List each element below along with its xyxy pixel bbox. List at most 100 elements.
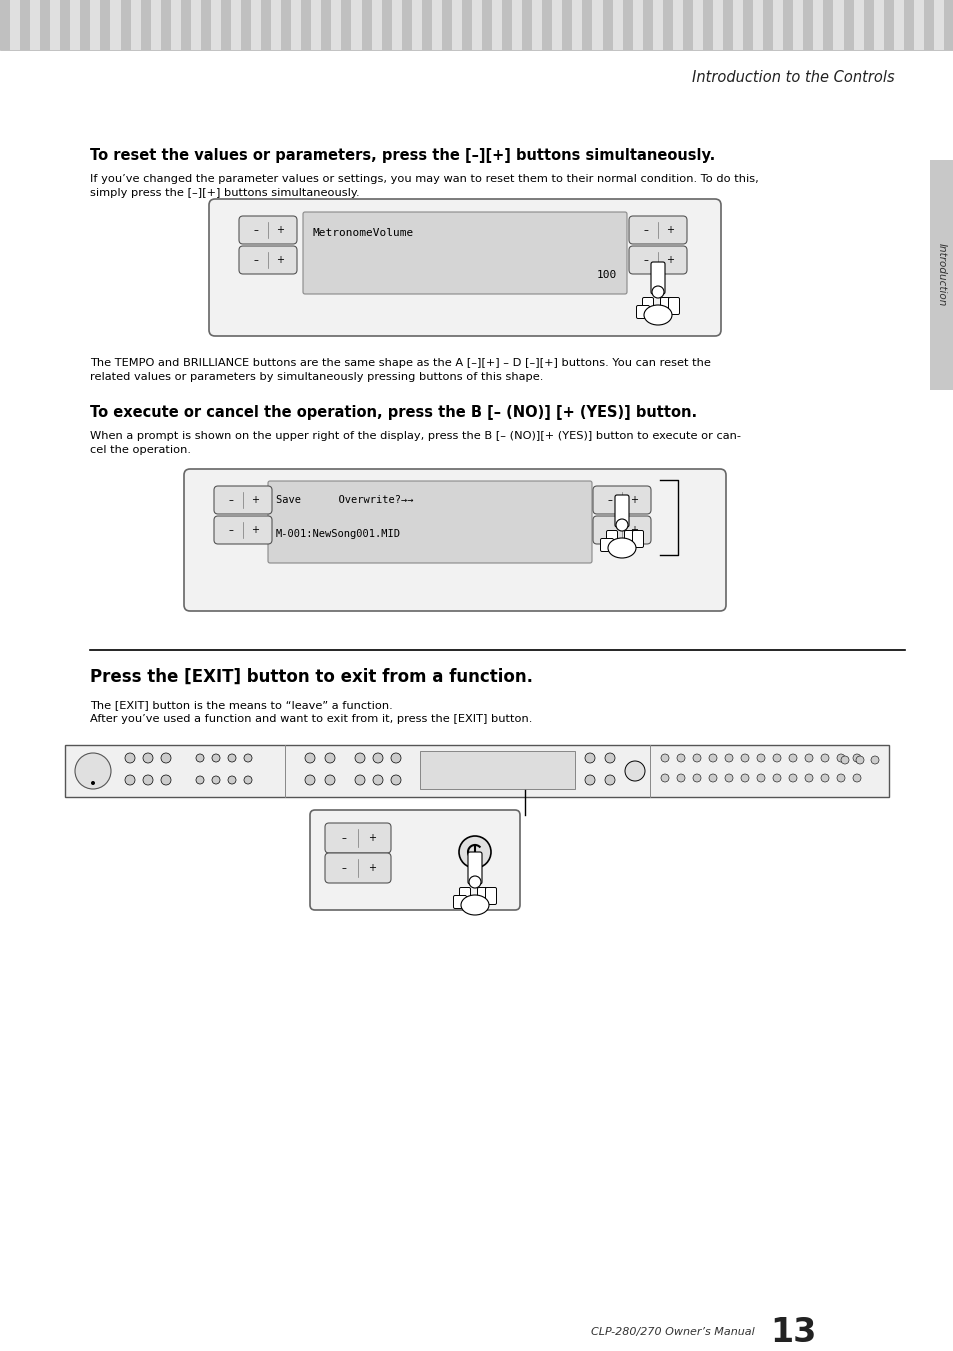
FancyBboxPatch shape — [268, 481, 592, 563]
Bar — [873, 0, 882, 50]
Circle shape — [724, 774, 732, 782]
Text: To execute or cancel the operation, press the B [– (NO)] [+ (YES)] button.: To execute or cancel the operation, pres… — [90, 405, 697, 420]
FancyBboxPatch shape — [636, 305, 649, 319]
Bar — [652, 0, 662, 50]
Bar — [271, 0, 281, 50]
Text: Save      Overwrite?→→: Save Overwrite?→→ — [275, 494, 413, 505]
Text: +: + — [252, 494, 259, 505]
Text: Introduction to the Controls: Introduction to the Controls — [692, 70, 894, 85]
Circle shape — [660, 774, 668, 782]
Bar — [301, 0, 311, 50]
Circle shape — [740, 774, 748, 782]
Circle shape — [757, 774, 764, 782]
Bar — [793, 0, 802, 50]
Text: 100: 100 — [597, 270, 617, 280]
Bar — [341, 0, 351, 50]
Bar — [933, 0, 943, 50]
Bar — [622, 0, 632, 50]
Bar — [321, 0, 331, 50]
Bar — [461, 0, 472, 50]
Bar — [361, 0, 371, 50]
Circle shape — [125, 753, 135, 763]
Circle shape — [458, 836, 491, 867]
FancyBboxPatch shape — [606, 531, 617, 547]
Bar — [702, 0, 712, 50]
Text: MetronomeVolume: MetronomeVolume — [313, 228, 414, 238]
Circle shape — [708, 754, 717, 762]
Bar — [201, 0, 211, 50]
Bar — [923, 0, 933, 50]
Bar — [802, 0, 813, 50]
Text: CLP-280/270 Owner’s Manual: CLP-280/270 Owner’s Manual — [591, 1327, 754, 1337]
Text: When a prompt is shown on the upper right of the display, press the B [– (NO)][+: When a prompt is shown on the upper righ… — [90, 431, 740, 440]
Bar — [472, 0, 481, 50]
Circle shape — [195, 754, 204, 762]
Bar — [833, 0, 842, 50]
Bar — [0, 0, 953, 50]
Text: related values or parameters by simultaneously pressing buttons of this shape.: related values or parameters by simultan… — [90, 372, 543, 382]
Circle shape — [616, 519, 627, 531]
Bar — [171, 0, 180, 50]
FancyBboxPatch shape — [468, 852, 481, 884]
Circle shape — [161, 753, 171, 763]
Circle shape — [75, 753, 111, 789]
Bar — [672, 0, 682, 50]
Bar — [642, 0, 652, 50]
Bar — [0, 0, 10, 50]
FancyBboxPatch shape — [453, 896, 466, 908]
Bar — [180, 0, 191, 50]
Text: –: – — [341, 834, 346, 843]
Bar — [291, 0, 301, 50]
Circle shape — [740, 754, 748, 762]
Circle shape — [708, 774, 717, 782]
Bar — [902, 0, 913, 50]
Bar — [532, 0, 541, 50]
Bar — [561, 0, 572, 50]
Text: The [EXIT] button is the means to “leave” a function.: The [EXIT] button is the means to “leave… — [90, 700, 393, 711]
Bar — [842, 0, 853, 50]
FancyBboxPatch shape — [624, 531, 635, 547]
Circle shape — [852, 754, 861, 762]
Bar — [281, 0, 291, 50]
Circle shape — [143, 753, 152, 763]
Bar — [412, 0, 421, 50]
Circle shape — [325, 775, 335, 785]
FancyBboxPatch shape — [641, 297, 653, 315]
Bar — [10, 0, 20, 50]
Bar — [140, 0, 151, 50]
Bar — [331, 0, 341, 50]
Text: –: – — [253, 226, 257, 235]
Ellipse shape — [643, 305, 671, 326]
FancyBboxPatch shape — [628, 216, 686, 245]
Text: +: + — [276, 255, 284, 265]
Bar — [893, 0, 902, 50]
Bar — [662, 0, 672, 50]
Bar — [100, 0, 111, 50]
Circle shape — [125, 775, 135, 785]
Text: +: + — [666, 226, 674, 235]
FancyBboxPatch shape — [213, 516, 272, 544]
Bar — [30, 0, 40, 50]
Circle shape — [870, 757, 878, 765]
Bar — [492, 0, 501, 50]
Bar — [160, 0, 171, 50]
Circle shape — [804, 754, 812, 762]
Bar — [572, 0, 582, 50]
Bar — [452, 0, 461, 50]
Bar — [722, 0, 732, 50]
FancyBboxPatch shape — [459, 888, 470, 905]
Text: 13: 13 — [769, 1316, 816, 1348]
Bar — [241, 0, 251, 50]
FancyBboxPatch shape — [310, 811, 519, 911]
Circle shape — [212, 775, 220, 784]
Circle shape — [228, 775, 235, 784]
FancyBboxPatch shape — [477, 888, 488, 905]
Circle shape — [660, 754, 668, 762]
Bar — [712, 0, 722, 50]
Bar — [592, 0, 602, 50]
Bar — [692, 0, 702, 50]
Text: +: + — [368, 834, 376, 843]
Circle shape — [373, 753, 382, 763]
FancyBboxPatch shape — [239, 246, 296, 274]
FancyBboxPatch shape — [485, 888, 496, 905]
